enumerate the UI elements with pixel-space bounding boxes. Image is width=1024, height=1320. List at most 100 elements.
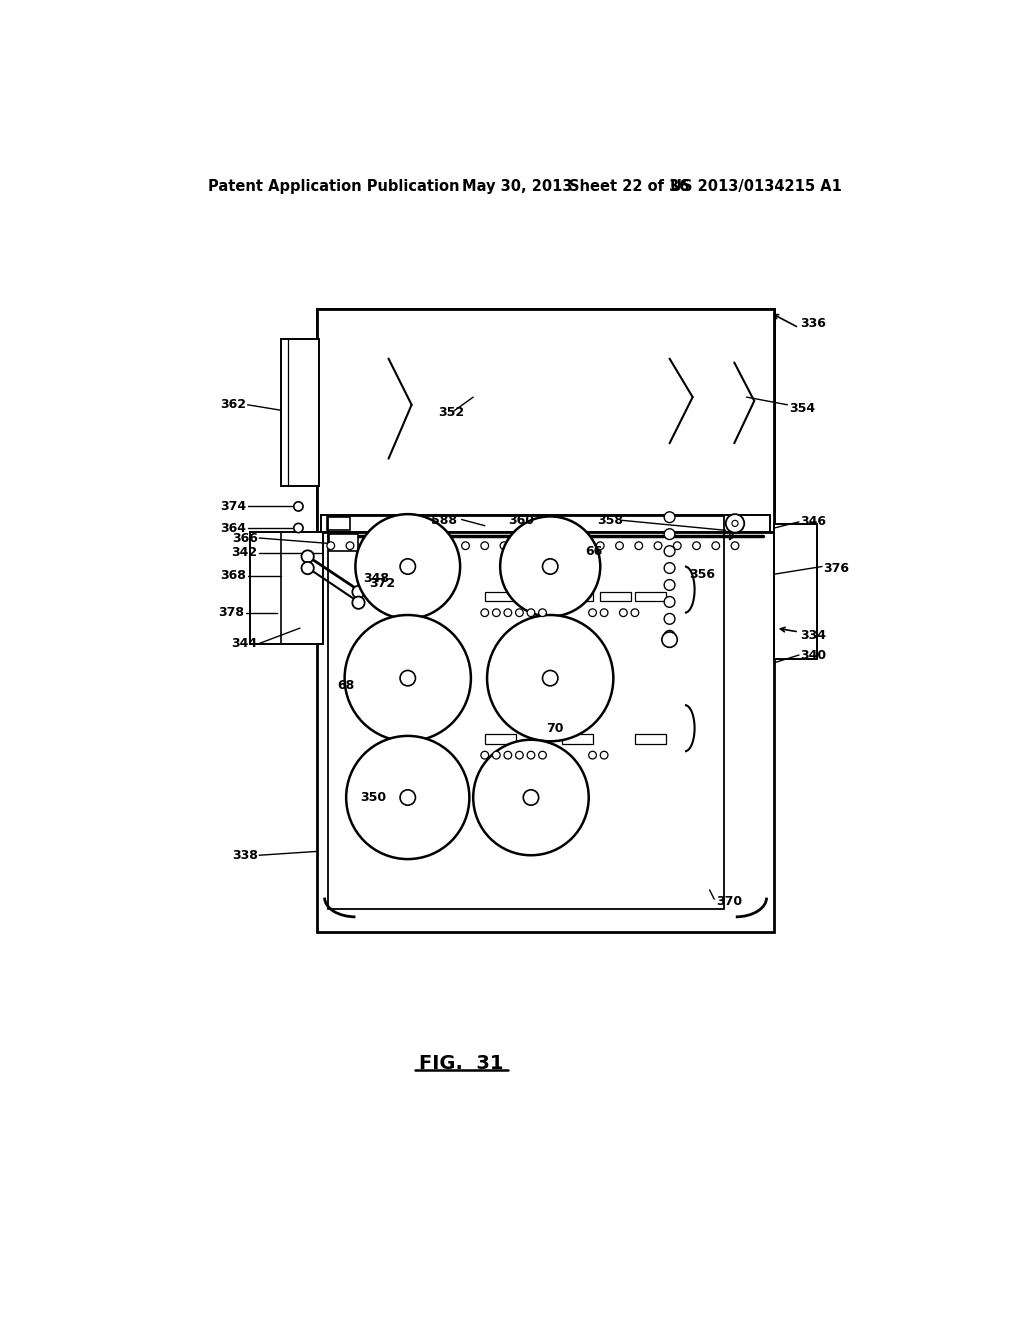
- Circle shape: [589, 609, 596, 616]
- Text: 356: 356: [689, 568, 715, 581]
- Circle shape: [600, 751, 608, 759]
- Text: 334: 334: [801, 630, 826, 643]
- Text: 374: 374: [220, 500, 246, 513]
- Circle shape: [500, 516, 600, 616]
- Text: US 2013/0134215 A1: US 2013/0134215 A1: [670, 178, 842, 194]
- Circle shape: [615, 541, 624, 549]
- Circle shape: [665, 529, 675, 540]
- Circle shape: [400, 789, 416, 805]
- Circle shape: [403, 541, 412, 549]
- Circle shape: [732, 520, 738, 527]
- Circle shape: [674, 541, 681, 549]
- Circle shape: [515, 609, 523, 616]
- Bar: [484, 734, 515, 743]
- Circle shape: [600, 609, 608, 616]
- Circle shape: [543, 558, 558, 574]
- Circle shape: [487, 615, 613, 742]
- Bar: [600, 591, 631, 601]
- Text: 354: 354: [788, 403, 815, 416]
- Circle shape: [631, 609, 639, 616]
- Text: 372: 372: [370, 577, 395, 590]
- Circle shape: [539, 541, 547, 549]
- Text: FIG.  31: FIG. 31: [420, 1053, 504, 1073]
- Bar: [484, 591, 515, 601]
- Circle shape: [473, 739, 589, 855]
- Text: 66: 66: [585, 545, 602, 557]
- Text: Sheet 22 of 36: Sheet 22 of 36: [569, 178, 690, 194]
- Text: 366: 366: [231, 532, 258, 545]
- Text: 346: 346: [801, 515, 826, 528]
- Circle shape: [692, 541, 700, 549]
- Text: 70: 70: [547, 722, 564, 735]
- Text: 344: 344: [231, 638, 258, 649]
- Text: 352: 352: [438, 407, 465, 418]
- Circle shape: [346, 541, 354, 549]
- Circle shape: [385, 541, 392, 549]
- Circle shape: [366, 541, 373, 549]
- Circle shape: [539, 751, 547, 759]
- Circle shape: [352, 597, 365, 609]
- Circle shape: [345, 615, 471, 742]
- Text: 378: 378: [218, 606, 245, 619]
- Bar: [316, 309, 774, 932]
- Bar: [250, 532, 323, 644]
- Circle shape: [543, 671, 558, 686]
- Text: 376: 376: [823, 561, 850, 574]
- Circle shape: [294, 502, 303, 511]
- Circle shape: [578, 541, 585, 549]
- Circle shape: [481, 751, 488, 759]
- Text: 350: 350: [360, 791, 386, 804]
- Text: 342: 342: [231, 546, 258, 560]
- Circle shape: [662, 632, 677, 647]
- Circle shape: [500, 541, 508, 549]
- Bar: [321, 515, 770, 532]
- Circle shape: [442, 541, 451, 549]
- Circle shape: [515, 751, 523, 759]
- Text: 340: 340: [801, 648, 826, 661]
- Circle shape: [493, 751, 500, 759]
- Circle shape: [665, 512, 675, 523]
- Text: Patent Application Publication: Patent Application Publication: [208, 178, 459, 194]
- Circle shape: [294, 523, 303, 532]
- Text: 370: 370: [716, 895, 741, 908]
- Text: May 30, 2013: May 30, 2013: [462, 178, 572, 194]
- Circle shape: [539, 609, 547, 616]
- Text: 68: 68: [337, 680, 354, 693]
- Circle shape: [665, 614, 675, 624]
- Bar: [316, 309, 774, 532]
- Text: 358: 358: [597, 513, 624, 527]
- Circle shape: [493, 609, 500, 616]
- Circle shape: [726, 515, 744, 533]
- Circle shape: [504, 751, 512, 759]
- Bar: [329, 516, 724, 909]
- Circle shape: [712, 541, 720, 549]
- Text: 364: 364: [220, 521, 246, 535]
- Bar: [523, 591, 554, 601]
- Text: 348: 348: [364, 572, 389, 585]
- Circle shape: [665, 562, 675, 573]
- Bar: [330, 535, 358, 552]
- Circle shape: [589, 751, 596, 759]
- Bar: [281, 339, 319, 486]
- Circle shape: [301, 550, 313, 562]
- Circle shape: [665, 631, 675, 642]
- Bar: [327, 517, 350, 529]
- Circle shape: [620, 609, 628, 616]
- Text: 336: 336: [801, 317, 826, 330]
- Circle shape: [654, 541, 662, 549]
- Circle shape: [558, 541, 565, 549]
- Bar: [562, 734, 593, 743]
- Circle shape: [504, 609, 512, 616]
- Circle shape: [481, 541, 488, 549]
- Circle shape: [596, 541, 604, 549]
- Circle shape: [527, 751, 535, 759]
- Text: 338: 338: [231, 849, 258, 862]
- Circle shape: [462, 541, 469, 549]
- Circle shape: [400, 671, 416, 686]
- Circle shape: [527, 609, 535, 616]
- Circle shape: [301, 562, 313, 574]
- Circle shape: [635, 541, 643, 549]
- Text: 360: 360: [508, 513, 534, 527]
- Text: 362: 362: [220, 399, 246, 412]
- Circle shape: [665, 545, 675, 557]
